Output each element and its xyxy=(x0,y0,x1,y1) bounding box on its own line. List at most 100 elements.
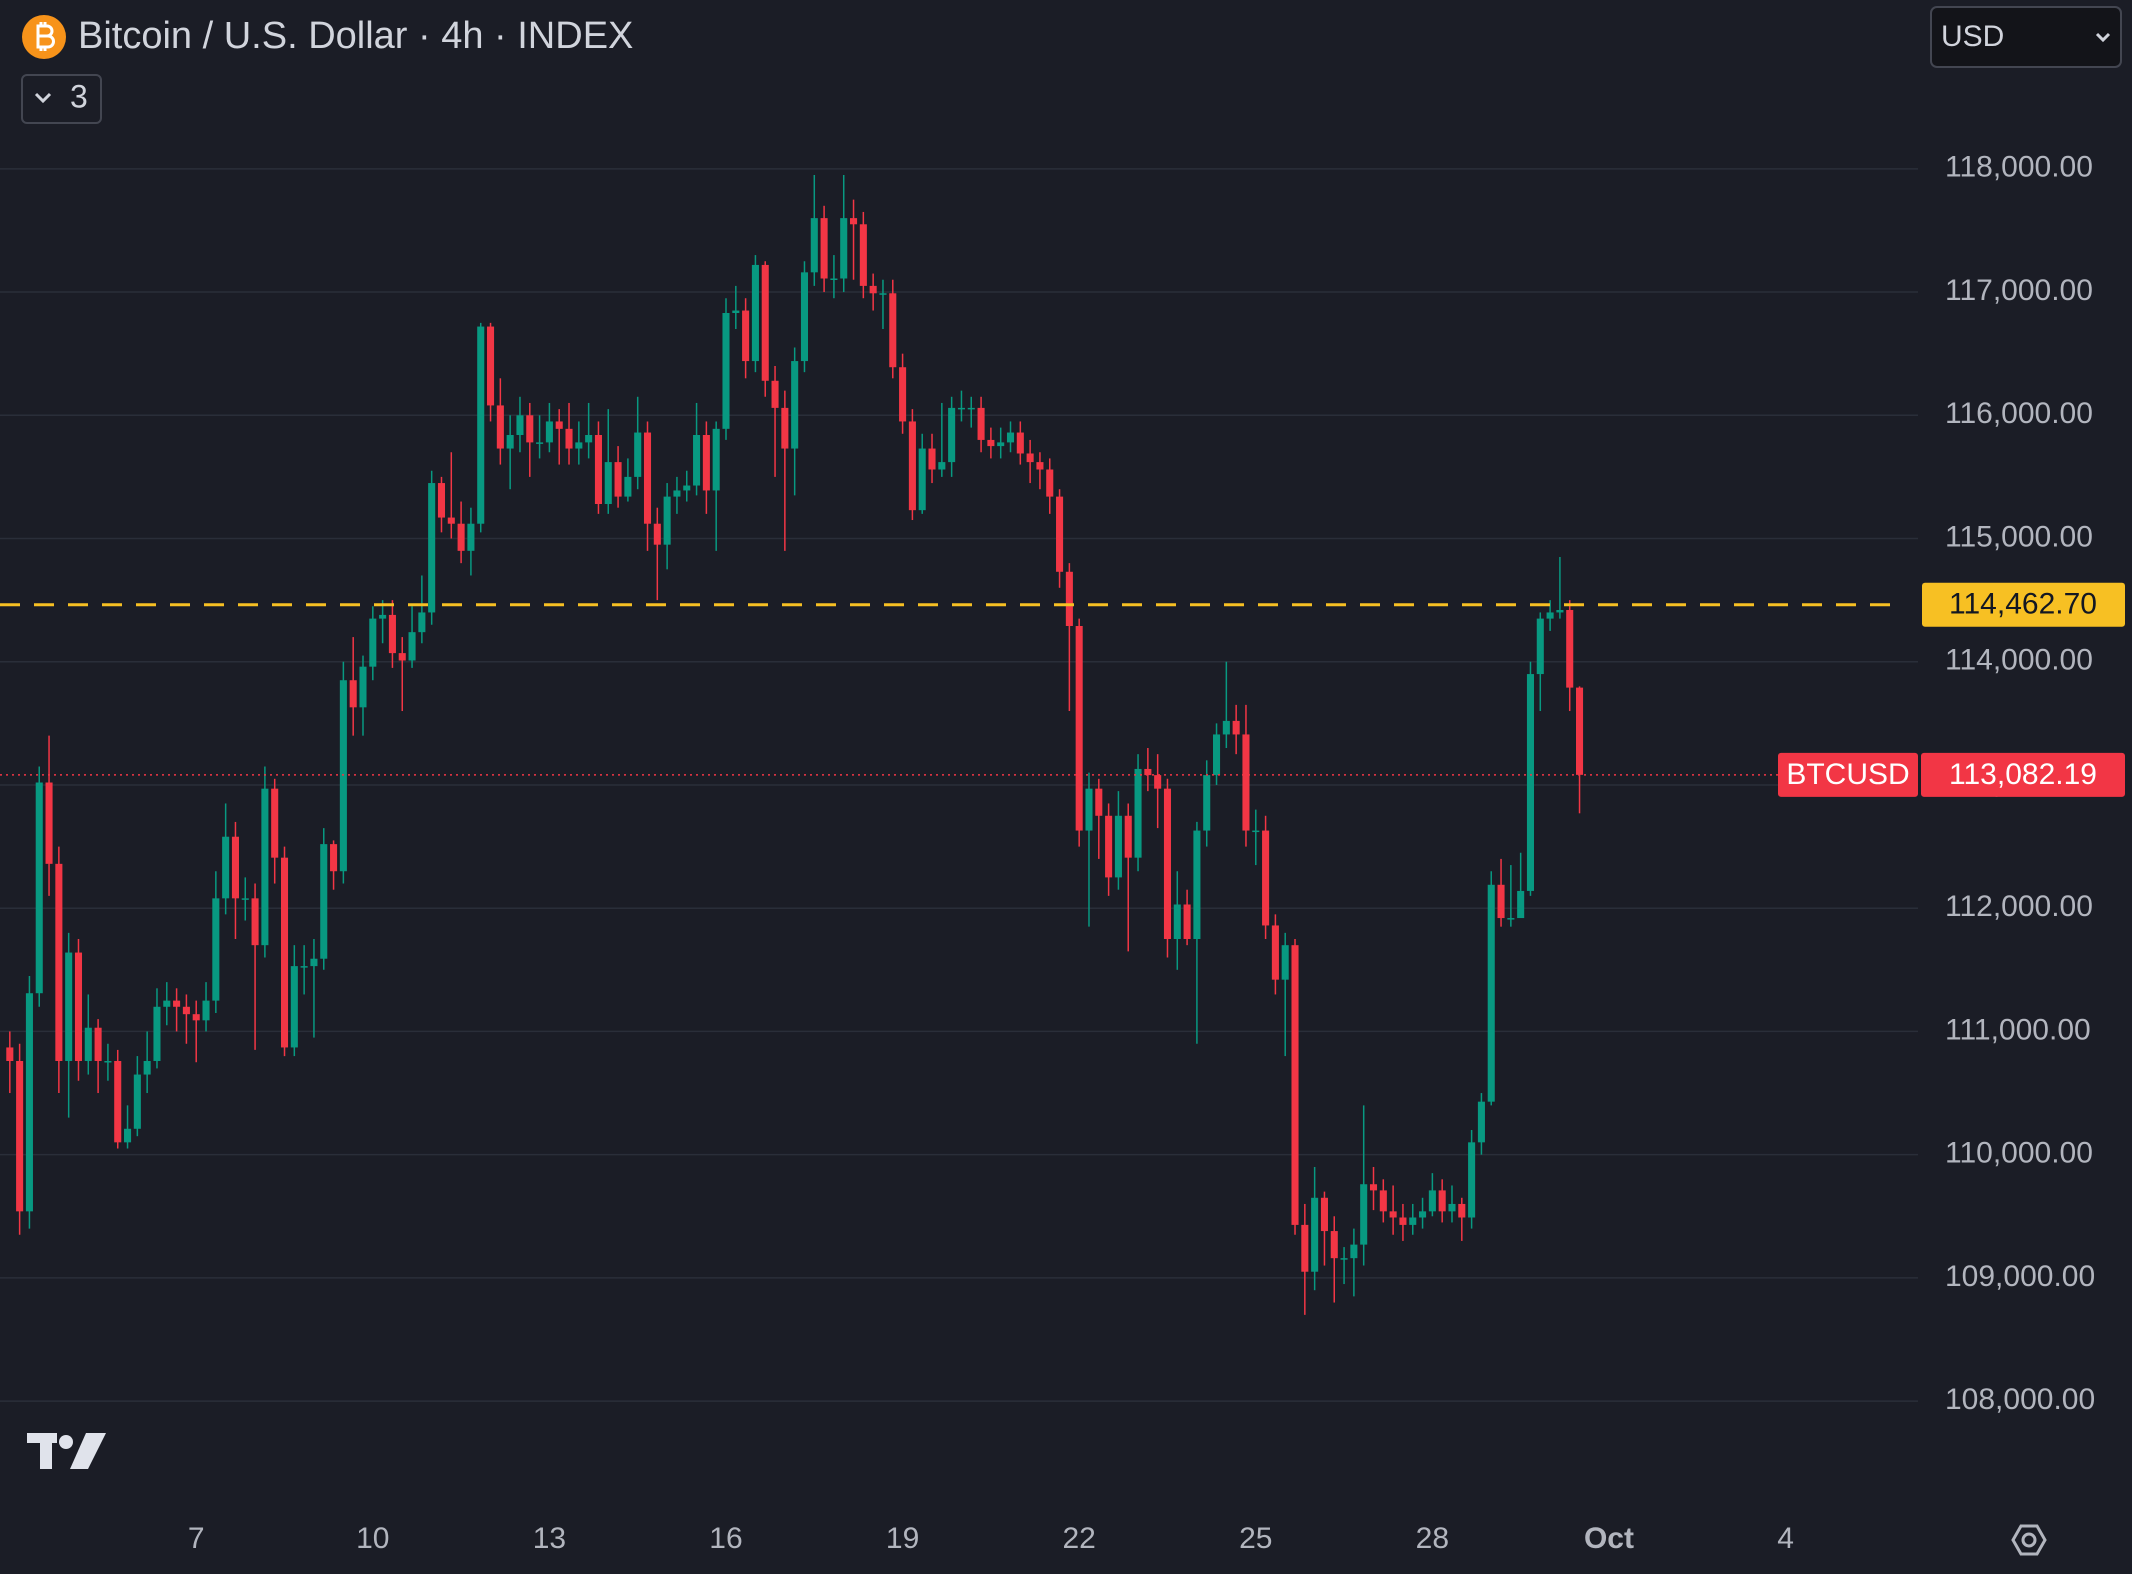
candle-body xyxy=(634,432,642,477)
candle-body xyxy=(1144,768,1152,776)
candle-body xyxy=(987,439,995,447)
candle-body xyxy=(1546,612,1554,619)
x-tick-label: 22 xyxy=(1062,1522,1095,1555)
settings-icon[interactable] xyxy=(2011,1524,2047,1556)
logo-part xyxy=(70,1433,106,1469)
candle-body xyxy=(1458,1203,1466,1218)
candle-body xyxy=(1399,1217,1407,1225)
candle-body xyxy=(1154,775,1162,789)
candle-body xyxy=(1575,687,1584,775)
overlay: 114,462.70 BTCUSD 113,082.19 xyxy=(0,582,2125,797)
candle-body xyxy=(1566,609,1574,688)
x-tick-label: 25 xyxy=(1239,1522,1272,1555)
candle-body xyxy=(643,432,652,524)
candle-body xyxy=(379,614,387,619)
candle-body xyxy=(1036,462,1044,470)
x-tick-label: 16 xyxy=(709,1522,742,1555)
candle-body xyxy=(1369,1184,1378,1191)
candle-body xyxy=(1320,1197,1328,1232)
candle-body xyxy=(388,614,396,654)
candle-body xyxy=(830,278,838,280)
candle-body xyxy=(800,272,809,362)
candle-body xyxy=(1056,496,1064,572)
candle-body xyxy=(1183,904,1191,940)
candle-body xyxy=(1517,890,1525,919)
candle-body xyxy=(516,415,524,435)
candle-body xyxy=(1046,469,1054,497)
candle-body xyxy=(585,434,593,443)
candle-body xyxy=(506,434,514,449)
candle-body xyxy=(899,367,907,422)
indicator-count: 3 xyxy=(70,78,88,114)
grid: 108,000.00 109,000.00 110,000.00 111,000.00… xyxy=(0,151,2095,1555)
candle-body xyxy=(1271,925,1279,980)
candle-body xyxy=(457,523,465,551)
indicator-toggle[interactable] xyxy=(21,74,102,124)
y-tick-label: 108,000.00 xyxy=(1945,1383,2095,1416)
candle-body xyxy=(997,442,1005,447)
candle-body xyxy=(545,421,553,443)
candle-body xyxy=(300,966,308,968)
candle-body xyxy=(124,1128,132,1143)
candle-body xyxy=(1242,734,1250,831)
x-tick-label: 10 xyxy=(356,1522,389,1555)
y-tick-label: 111,000.00 xyxy=(1945,1013,2091,1046)
candle-body xyxy=(967,407,975,410)
candle-body xyxy=(918,448,926,511)
candle-body xyxy=(153,1006,161,1062)
candle-body xyxy=(45,782,53,864)
candle-body xyxy=(653,523,661,545)
candle-body xyxy=(1252,830,1260,833)
candle-body xyxy=(74,952,83,1062)
candle-body xyxy=(702,434,710,491)
candle-body xyxy=(94,1027,102,1062)
candle-body xyxy=(781,407,789,449)
candle-body xyxy=(398,653,406,661)
y-tick-label: 116,000.00 xyxy=(1945,397,2093,430)
candle-body xyxy=(1526,674,1535,891)
candle-body xyxy=(1222,720,1230,735)
candle-body xyxy=(1438,1190,1446,1212)
candle-body xyxy=(1507,918,1515,920)
candle-body xyxy=(1536,618,1544,675)
candle-body xyxy=(555,421,563,429)
candle-body xyxy=(693,434,701,486)
candle-body xyxy=(820,218,828,279)
candle-body xyxy=(477,326,485,524)
candle-body xyxy=(761,264,769,381)
logo-part xyxy=(40,1433,52,1469)
candle-body xyxy=(1468,1142,1476,1218)
candles xyxy=(6,174,1584,1315)
bitcoin-glyph xyxy=(36,22,55,51)
candle-body xyxy=(369,618,377,667)
x-tick-label: 7 xyxy=(188,1522,205,1555)
candle-body xyxy=(624,476,632,497)
candle-body xyxy=(1065,571,1073,627)
candle-body xyxy=(467,523,475,551)
candle-body xyxy=(1340,1258,1348,1260)
gear-outline xyxy=(2011,1524,2047,1556)
candle-body xyxy=(1163,788,1172,940)
candle-body xyxy=(428,483,436,613)
candle-body xyxy=(1487,884,1495,1102)
x-tick-label: 28 xyxy=(1416,1522,1449,1555)
candle-body xyxy=(751,264,759,362)
candle-body xyxy=(1203,775,1211,831)
candle-body xyxy=(1213,734,1221,776)
candle-body xyxy=(1428,1190,1436,1212)
symbol-tag xyxy=(1778,752,1918,797)
candle-body xyxy=(1173,904,1181,940)
candle-body xyxy=(192,1014,200,1021)
candle-body xyxy=(908,421,916,511)
candle-body xyxy=(231,836,239,899)
price-tag xyxy=(1921,752,2125,797)
candle-body xyxy=(330,844,338,872)
candle-body xyxy=(1085,788,1093,831)
candle-body xyxy=(310,958,318,967)
currency-select[interactable] xyxy=(1930,6,2122,68)
candle-body xyxy=(1379,1190,1387,1212)
logo xyxy=(27,1433,106,1469)
candle-body xyxy=(1105,815,1113,878)
candle-body xyxy=(1477,1101,1485,1143)
candle-body xyxy=(869,285,877,294)
